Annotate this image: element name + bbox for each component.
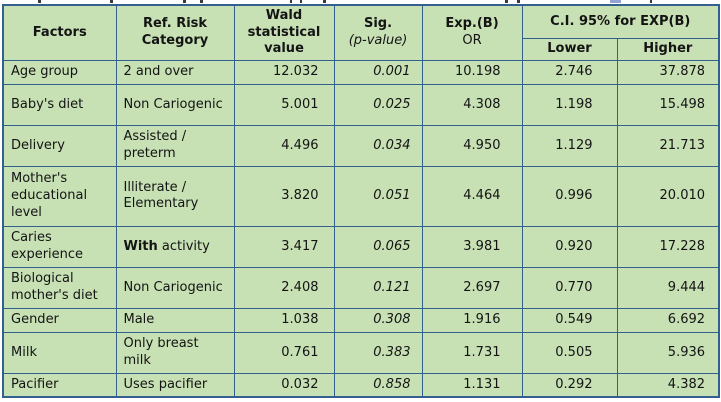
ci-lower-cell: 0.549 (521, 307, 618, 333)
ci-lower-cell: 0.770 (521, 266, 618, 309)
factor-cell: Age group (2, 59, 117, 85)
factor-cell: Caries experience (2, 225, 117, 268)
table-row-delivery: Delivery Assisted / preterm 4.496 0.034 … (2, 124, 720, 167)
table-row-babys-diet: Baby's diet Non Cariogenic 5.001 0.025 4… (2, 83, 720, 126)
wald-cell: 0.032 (233, 372, 335, 398)
ref-category-cell: With activity (115, 225, 235, 268)
ci-lower-cell: 2.746 (521, 59, 618, 85)
ci-higher-cell: 4.382 (616, 372, 720, 398)
col-header-ci-95: C.I. 95% for EXP(B) (521, 4, 720, 39)
exp-b-cell: 1.731 (421, 331, 523, 374)
wald-cell: 3.417 (233, 225, 335, 268)
table-row-biological-mothers-diet: Biological mother's diet Non Cariogenic … (2, 266, 720, 309)
ref-category-cell: Non Cariogenic (115, 266, 235, 309)
ref-category-cell: Non Cariogenic (115, 83, 235, 126)
table-row-age-group: Age group 2 and over 12.032 0.001 10.198… (2, 59, 720, 85)
sig-cell: 0.025 (333, 83, 423, 126)
factor-cell: Gender (2, 307, 117, 333)
table-row-mothers-educational-level: Mother's educational level Illiterate / … (2, 165, 720, 227)
ref-category-cell: Illiterate / Elementary (115, 165, 235, 227)
ci-higher-cell: 15.498 (616, 83, 720, 126)
ci-higher-cell: 6.692 (616, 307, 720, 333)
sig-cell: 0.051 (333, 165, 423, 227)
factor-cell: Biological mother's diet (2, 266, 117, 309)
ref-category-cell: Male (115, 307, 235, 333)
wald-cell: 2.408 (233, 266, 335, 309)
ref-category-regular-part: activity (157, 238, 210, 254)
ci-lower-cell: 0.505 (521, 331, 618, 374)
exp-b-cell: 4.950 (421, 124, 523, 167)
wald-cell: 0.761 (233, 331, 335, 374)
exp-b-cell: 4.464 (421, 165, 523, 227)
sig-cell: 0.034 (333, 124, 423, 167)
ci-higher-cell: 37.878 (616, 59, 720, 85)
sig-cell: 0.001 (333, 59, 423, 85)
cropped-caption-remnant (0, 0, 721, 4)
col-header-factors: Factors (2, 4, 117, 61)
table-row-milk: Milk Only breast milk 0.761 0.383 1.731 … (2, 331, 720, 374)
ci-lower-cell: 0.920 (521, 225, 618, 268)
col-header-lower: Lower (521, 37, 618, 61)
wald-cell: 5.001 (233, 83, 335, 126)
sig-cell: 0.121 (333, 266, 423, 309)
col-header-sig: Sig. (p-value) (333, 4, 423, 61)
table-row-gender: Gender Male 1.038 0.308 1.916 0.549 6.69… (2, 307, 720, 333)
col-header-higher: Higher (616, 37, 720, 61)
exp-b-cell: 10.198 (421, 59, 523, 85)
regression-results-table: Factors Ref. Risk Category Wald statisti… (2, 4, 721, 399)
ci-higher-cell: 17.228 (616, 225, 720, 268)
wald-cell: 4.496 (233, 124, 335, 167)
exp-b-cell: 4.308 (421, 83, 523, 126)
factor-cell: Milk (2, 331, 117, 374)
sig-cell: 0.308 (333, 307, 423, 333)
ci-lower-cell: 1.198 (521, 83, 618, 126)
ref-category-cell: Assisted / preterm (115, 124, 235, 167)
sig-cell: 0.858 (333, 372, 423, 398)
factor-cell: Baby's diet (2, 83, 117, 126)
p-value-label: (p-value) (348, 32, 408, 48)
sig-cell: 0.383 (333, 331, 423, 374)
ci-higher-cell: 5.936 (616, 331, 720, 374)
ci-lower-cell: 1.129 (521, 124, 618, 167)
col-header-wald: Wald statistical value (233, 4, 335, 61)
factor-cell: Mother's educational level (2, 165, 117, 227)
wald-cell: 1.038 (233, 307, 335, 333)
exp-b-cell: 2.697 (421, 266, 523, 309)
ci-lower-cell: 0.996 (521, 165, 618, 227)
ref-category-cell: Only breast milk (115, 331, 235, 374)
ref-category-cell: Uses pacifier (115, 372, 235, 398)
ci-higher-cell: 21.713 (616, 124, 720, 167)
wald-cell: 3.820 (233, 165, 335, 227)
exp-b-label: Exp.(B) (445, 16, 499, 32)
table-row-pacifier: Pacifier Uses pacifier 0.032 0.858 1.131… (2, 372, 720, 398)
exp-b-cell: 1.131 (421, 372, 523, 398)
ref-category-cell: 2 and over (115, 59, 235, 85)
or-label: OR (462, 32, 482, 48)
factor-cell: Delivery (2, 124, 117, 167)
sig-cell: 0.065 (333, 225, 423, 268)
factor-cell: Pacifier (2, 372, 117, 398)
exp-b-cell: 3.981 (421, 225, 523, 268)
wald-cell: 12.032 (233, 59, 335, 85)
ci-lower-cell: 0.292 (521, 372, 618, 398)
col-header-exp-b: Exp.(B) OR (421, 4, 523, 61)
sig-label: Sig. (363, 16, 393, 32)
ci-higher-cell: 9.444 (616, 266, 720, 309)
table-row-caries-experience: Caries experience With activity 3.417 0.… (2, 225, 720, 268)
ref-category-bold-part: With (123, 238, 158, 254)
ci-higher-cell: 20.010 (616, 165, 720, 227)
exp-b-cell: 1.916 (421, 307, 523, 333)
col-header-ref-risk-category: Ref. Risk Category (115, 4, 235, 61)
